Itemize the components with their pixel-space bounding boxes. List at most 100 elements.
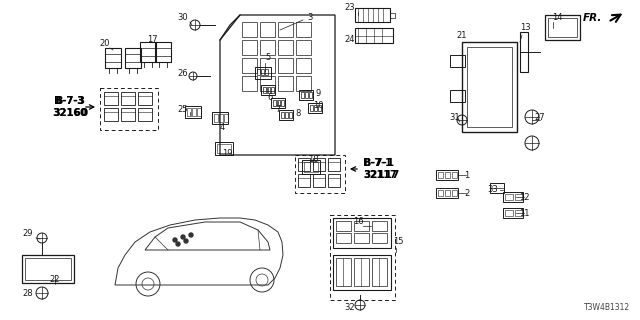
Bar	[372, 221, 387, 231]
Text: B-7-3: B-7-3	[56, 96, 84, 106]
Bar	[296, 76, 311, 91]
Text: 30: 30	[178, 13, 188, 22]
Bar	[22, 255, 74, 283]
Bar	[298, 174, 310, 187]
Text: B-7-3: B-7-3	[54, 96, 86, 106]
Bar	[260, 40, 275, 55]
Bar	[255, 67, 271, 79]
Bar	[273, 100, 276, 106]
Text: 33: 33	[488, 186, 499, 195]
Text: 32: 32	[345, 303, 355, 313]
Text: 26: 26	[178, 68, 188, 77]
Bar	[197, 108, 201, 116]
Text: 14: 14	[552, 12, 563, 21]
Bar	[271, 87, 274, 93]
Bar	[314, 105, 317, 111]
Bar	[263, 87, 266, 93]
Bar	[187, 108, 191, 116]
Bar	[278, 40, 293, 55]
Bar	[104, 92, 118, 105]
Text: 28: 28	[22, 289, 33, 298]
Bar	[289, 112, 292, 118]
Bar	[125, 48, 141, 68]
Text: 11: 11	[519, 209, 529, 218]
Bar	[354, 233, 369, 243]
Bar	[450, 55, 465, 67]
Text: 1: 1	[465, 171, 470, 180]
Bar	[313, 174, 325, 187]
Bar	[261, 69, 264, 75]
Bar	[330, 215, 395, 300]
Text: T3W4B1312: T3W4B1312	[584, 303, 630, 312]
Bar	[490, 183, 504, 193]
Bar	[278, 58, 293, 73]
Text: 8: 8	[295, 109, 301, 118]
Text: 29: 29	[23, 228, 33, 237]
Text: 22: 22	[50, 276, 60, 284]
Bar	[515, 194, 523, 200]
Bar	[305, 92, 308, 98]
Bar	[261, 85, 275, 95]
Bar	[100, 88, 158, 130]
Text: 2: 2	[465, 188, 470, 197]
Bar	[436, 170, 458, 180]
Bar	[302, 160, 320, 174]
Bar	[214, 114, 218, 122]
Bar	[310, 105, 313, 111]
Text: 24: 24	[345, 36, 355, 44]
Circle shape	[181, 235, 185, 239]
Bar	[336, 233, 351, 243]
Bar	[299, 90, 313, 100]
Text: 7: 7	[275, 106, 281, 115]
Bar	[271, 98, 285, 108]
Text: 12: 12	[519, 193, 529, 202]
Bar	[192, 108, 196, 116]
Bar	[545, 15, 580, 40]
Bar	[301, 92, 304, 98]
Text: 6: 6	[268, 93, 273, 102]
Bar	[242, 22, 257, 37]
Text: 10: 10	[313, 101, 323, 110]
Bar	[285, 112, 288, 118]
Text: 13: 13	[520, 23, 531, 33]
Text: 23: 23	[345, 4, 355, 12]
Bar	[25, 258, 71, 280]
Bar	[296, 58, 311, 73]
Bar	[155, 42, 171, 62]
Bar	[267, 87, 270, 93]
Text: 18: 18	[308, 156, 318, 164]
Bar	[185, 106, 201, 118]
Bar	[450, 90, 465, 102]
Bar	[452, 172, 457, 178]
Bar	[333, 218, 391, 248]
Bar	[242, 76, 257, 91]
Bar	[281, 100, 284, 106]
Bar	[242, 58, 257, 73]
Bar	[224, 114, 228, 122]
Text: 5: 5	[266, 52, 271, 61]
Bar	[260, 58, 275, 73]
Bar	[445, 190, 450, 196]
Circle shape	[176, 242, 180, 246]
Bar	[140, 42, 156, 62]
Bar	[281, 112, 284, 118]
Bar	[104, 108, 118, 121]
Bar	[548, 18, 577, 37]
Bar	[296, 40, 311, 55]
Text: 9: 9	[316, 89, 321, 98]
Bar	[260, 76, 275, 91]
Bar	[336, 258, 351, 286]
Bar	[452, 190, 457, 196]
Circle shape	[189, 233, 193, 237]
Bar	[503, 208, 523, 218]
Bar	[295, 155, 345, 193]
Bar	[505, 194, 513, 200]
Bar	[372, 258, 387, 286]
Bar	[138, 92, 152, 105]
Text: 4: 4	[220, 124, 225, 132]
Text: 32117: 32117	[363, 170, 397, 180]
Text: 32117: 32117	[363, 170, 399, 180]
Bar	[355, 8, 390, 22]
Bar	[328, 158, 340, 171]
Bar	[445, 172, 450, 178]
